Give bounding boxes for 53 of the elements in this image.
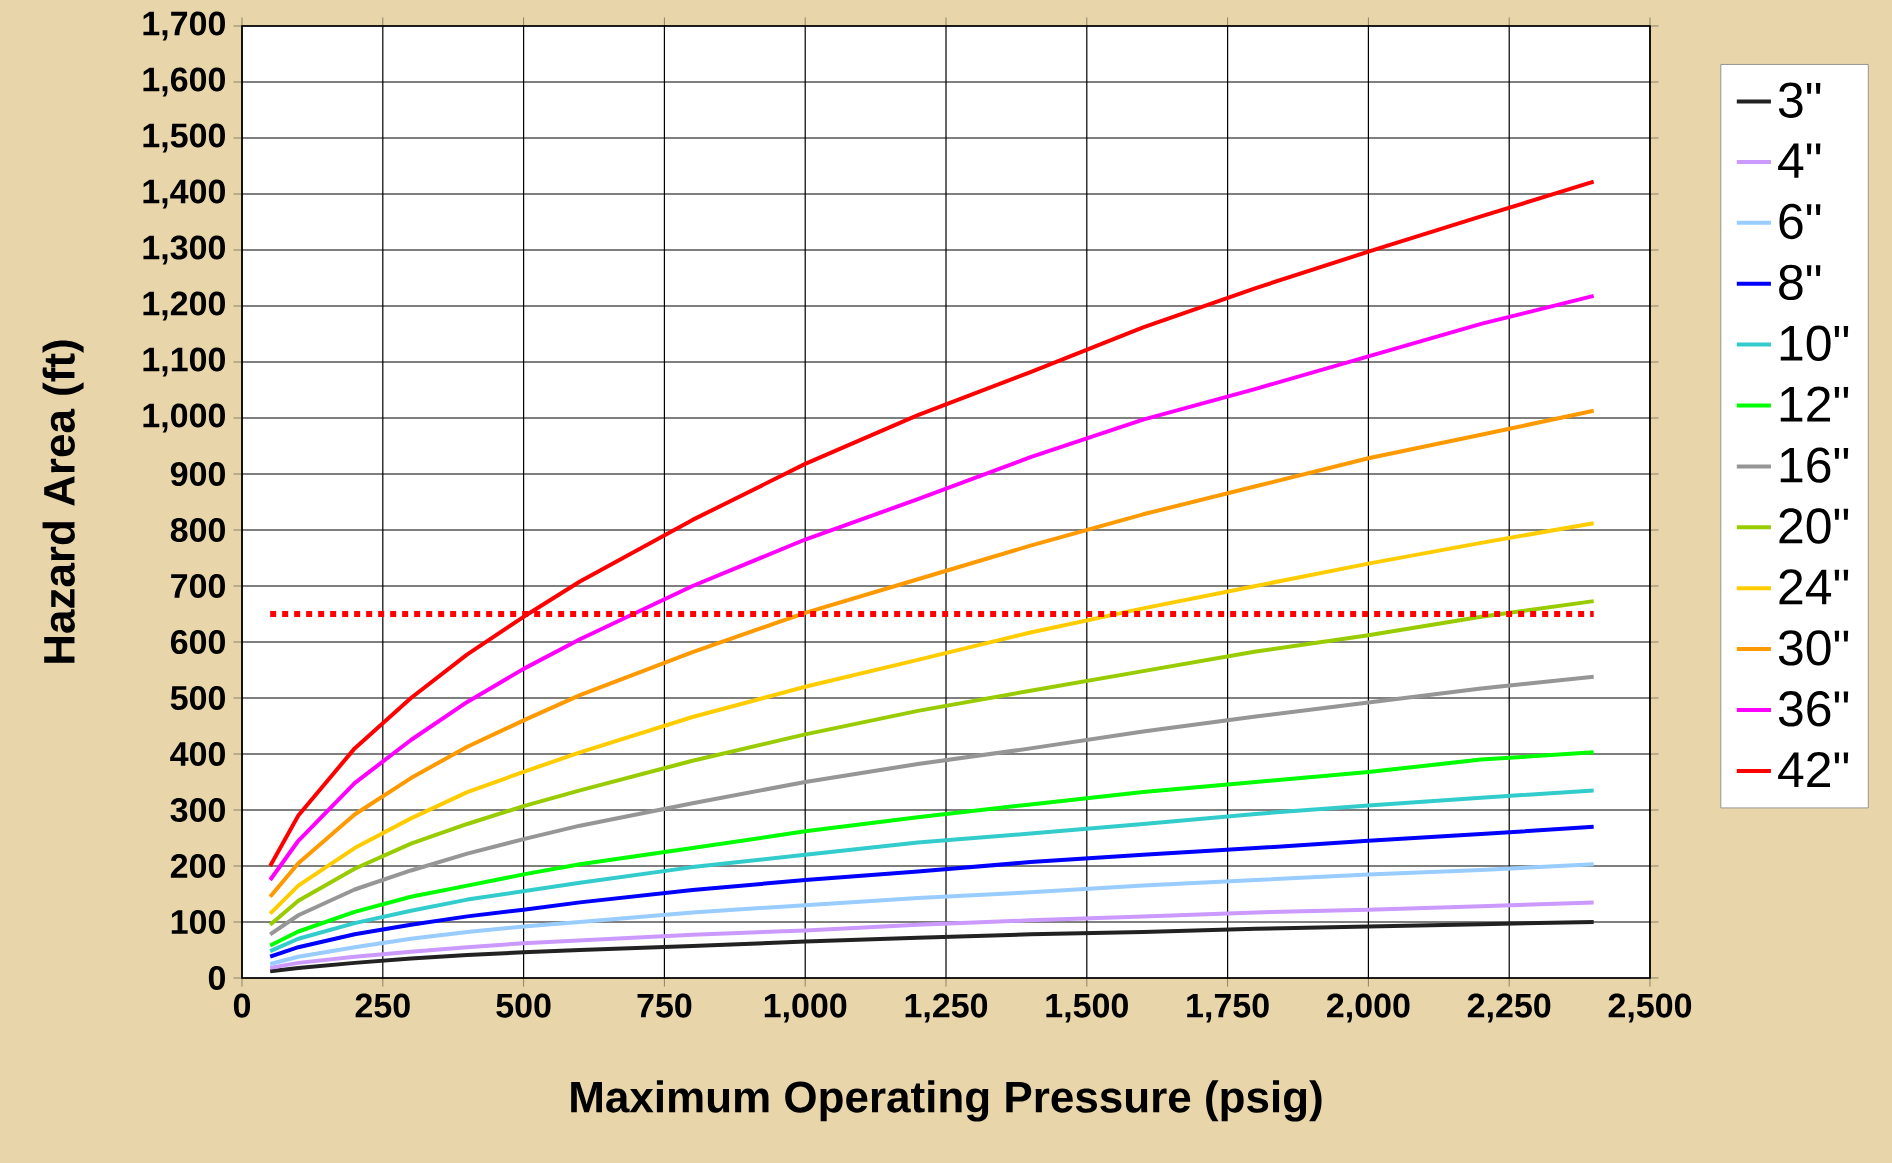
x-tick-label: 2,250 <box>1467 993 1551 1023</box>
legend-label: 6" <box>1779 203 1821 240</box>
y-tick-label: 1,100 <box>143 347 225 377</box>
y-tick-label: 400 <box>170 741 225 767</box>
legend-label: 4" <box>1778 143 1821 178</box>
legend-label: 8" <box>1779 264 1821 301</box>
y-tick-label: 600 <box>170 629 225 655</box>
y-tick-label: 200 <box>170 853 225 879</box>
x-tick-label: 250 <box>355 993 410 1018</box>
y-tick-label: 1,700 <box>143 11 225 41</box>
y-tick-label: 1,500 <box>143 123 225 153</box>
line-series <box>268 521 1596 916</box>
x-tick-label: 1,750 <box>1187 993 1269 1023</box>
legend-label: 42" <box>1778 751 1849 787</box>
y-tick-label: 1,400 <box>143 179 225 209</box>
line-series <box>268 750 1596 948</box>
y-tick-label: 300 <box>170 797 225 823</box>
line-series <box>268 179 1596 868</box>
x-tick-label: 1,500 <box>1046 993 1128 1023</box>
line-series <box>268 919 1596 974</box>
line-series <box>268 408 1596 899</box>
y-tick-label: 500 <box>170 685 225 711</box>
line-series <box>268 674 1596 937</box>
legend-label: 24" <box>1779 569 1849 605</box>
y-tick-label: 1,300 <box>143 235 225 265</box>
line-series <box>268 862 1596 966</box>
legend-label: 36" <box>1778 691 1849 727</box>
line-series <box>268 293 1596 882</box>
legend-label: 16" <box>1780 447 1849 483</box>
line-series <box>268 599 1596 927</box>
y-tick-label: 1,600 <box>143 67 225 97</box>
y-tick-label: 1,000 <box>143 403 225 433</box>
x-tick-label: 2,000 <box>1327 993 1410 1023</box>
y-tick-label: 900 <box>170 461 225 487</box>
y-tick-label: 0 <box>208 965 225 991</box>
legend-label: 12" <box>1780 386 1849 422</box>
x-tick-label: 1,000 <box>764 993 847 1023</box>
x-tick-label: 2,500 <box>1608 993 1692 1023</box>
x-tick-label: 750 <box>637 993 692 1018</box>
y-axis-title: Hazard Area (ft) <box>42 340 84 663</box>
x-tick-label: 500 <box>496 993 551 1018</box>
legend-label: 30" <box>1778 630 1849 666</box>
x-tick-label: 0 <box>233 993 251 1018</box>
y-tick-label: 100 <box>171 909 225 935</box>
y-tick-label: 1,200 <box>143 291 225 321</box>
x-axis-title: Maximum Operating Pressure (psig) <box>571 1080 1322 1122</box>
line-series <box>268 824 1596 959</box>
y-tick-label: 800 <box>170 517 225 543</box>
legend-label: 3" <box>1778 82 1821 118</box>
legend-label: 20" <box>1779 508 1849 544</box>
x-tick-label: 1,250 <box>905 993 988 1023</box>
y-tick-label: 700 <box>171 573 225 599</box>
legend-label: 10" <box>1780 325 1849 362</box>
